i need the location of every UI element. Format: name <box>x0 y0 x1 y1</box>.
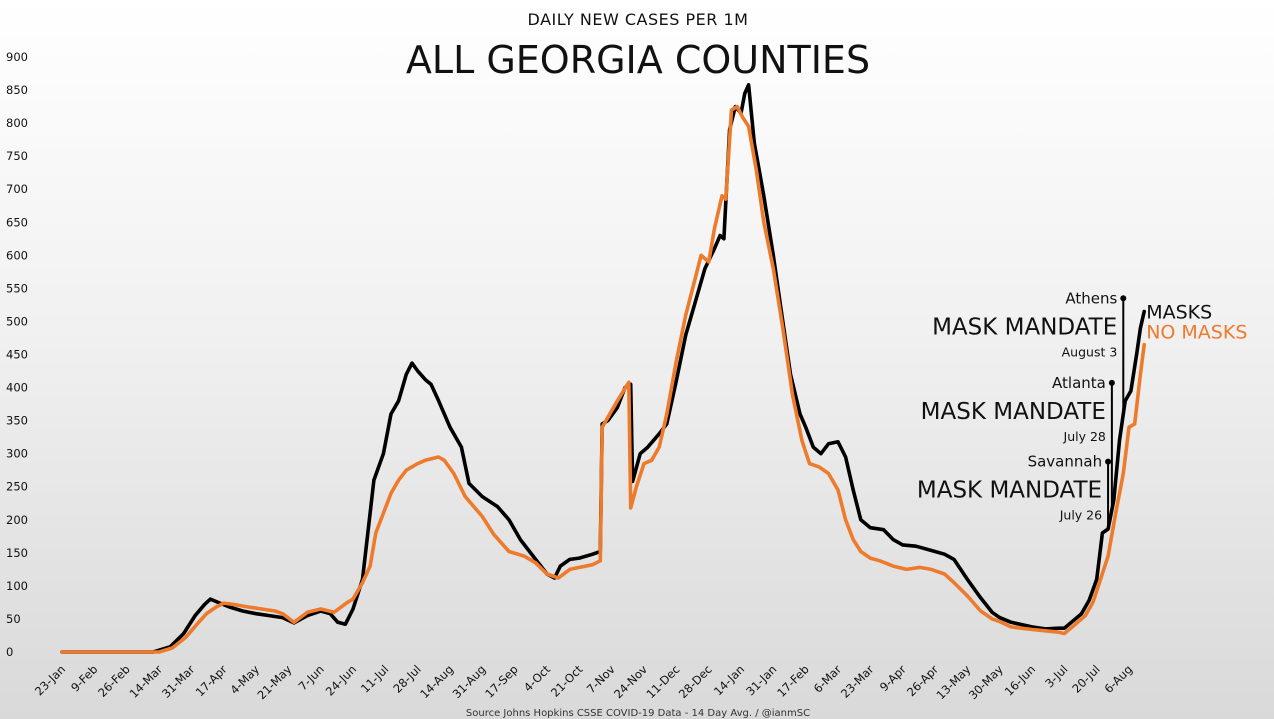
annotation-city-athens: Athens <box>1065 289 1117 307</box>
x-tick-label: 20-Jul <box>1069 662 1102 695</box>
x-tick-label: 17-Sep <box>482 662 521 701</box>
annotation-title-savannah: MASK MANDATE <box>917 478 1102 504</box>
y-tick-label: 450 <box>6 348 28 362</box>
x-tick-label: 3-Jul <box>1042 662 1070 690</box>
chart-subtitle: DAILY NEW CASES PER 1M <box>528 10 749 29</box>
y-tick-label: 0 <box>6 645 13 659</box>
x-tick-label: 11-Jul <box>358 662 391 695</box>
legend-label-masks: MASKS <box>1146 302 1212 324</box>
annotation-date-atlanta: July 28 <box>1063 429 1106 444</box>
y-tick-label: 600 <box>6 248 28 262</box>
x-tick-label: 11-Dec <box>644 662 683 701</box>
x-tick-label: 21-May <box>254 662 294 702</box>
y-tick-label: 500 <box>6 314 28 328</box>
x-tick-label: 28-Dec <box>676 662 715 701</box>
y-tick-label: 550 <box>6 281 28 295</box>
y-tick-label: 900 <box>6 50 28 64</box>
x-tick-label: 31-Mar <box>159 662 198 701</box>
x-tick-label: 24-Jun <box>323 662 359 698</box>
y-tick-label: 50 <box>6 612 21 626</box>
y-tick-label: 200 <box>6 513 28 527</box>
y-tick-label: 750 <box>6 149 28 163</box>
y-tick-label: 300 <box>6 447 28 461</box>
x-tick-label: 26-Feb <box>95 662 133 700</box>
annotation-title-atlanta: MASK MANDATE <box>921 399 1106 425</box>
series-line-masks <box>60 83 1146 654</box>
x-tick-label: 24-Nov <box>611 662 650 701</box>
y-tick-label: 400 <box>6 381 28 395</box>
x-tick-label: 17-Apr <box>193 662 230 699</box>
x-tick-label: 16-Jun <box>1002 662 1038 698</box>
x-tick-label: 31-Aug <box>450 662 489 701</box>
x-tick-label: 14-Mar <box>127 662 166 701</box>
y-tick-label: 250 <box>6 480 28 494</box>
annotation-city-savannah: Savannah <box>1028 453 1103 471</box>
chart-title: ALL GEORGIA COUNTIES <box>406 38 870 82</box>
y-tick-label: 100 <box>6 579 28 593</box>
legend-label-no-masks: NO MASKS <box>1146 322 1247 344</box>
x-tick-label: 14-Aug <box>417 662 456 701</box>
y-tick-label: 800 <box>6 116 28 130</box>
x-tick-label: 14-Jan <box>711 662 747 698</box>
annotation-marker-athens <box>1120 295 1127 302</box>
y-axis: 0 50 100 150 200 250 300 350 400 450 500 550 600 650 7… <box>6 50 28 659</box>
y-tick-label: 700 <box>6 182 28 196</box>
x-axis: 23-Jan 9-Feb26-Feb14-Mar31-Mar17-Apr4-May… <box>32 662 1135 702</box>
x-tick-label: 21-Oct <box>548 662 586 700</box>
x-tick-label: 13-May <box>933 662 973 702</box>
annotation-marker-atlanta <box>1108 379 1115 386</box>
y-tick-label: 350 <box>6 414 28 428</box>
y-tick-label: 650 <box>6 215 28 229</box>
x-tick-label: 30-May <box>966 662 1006 702</box>
series-line-no-masks <box>60 104 1146 654</box>
annotation-date-savannah: July 26 <box>1059 508 1102 523</box>
x-tick-label: 17-Feb <box>774 662 812 700</box>
annotation-marker-savannah <box>1105 458 1112 465</box>
y-tick-label: 150 <box>6 546 28 560</box>
annotation-title-athens: MASK MANDATE <box>932 314 1117 340</box>
chart-source: Source Johns Hopkins CSSE COVID-19 Data … <box>466 708 810 719</box>
x-tick-label: 31-Jan <box>743 662 779 698</box>
y-tick-label: 850 <box>6 83 28 97</box>
mask-mandate-annotations: Athens MASK MANDATE August 3 Atlanta MASK MA… <box>917 289 1127 530</box>
x-tick-label: 23-Mar <box>838 662 877 701</box>
plot-area <box>60 83 1146 654</box>
x-tick-label: 23-Jan <box>32 662 68 698</box>
x-tick-label: 6-Aug <box>1101 662 1135 696</box>
annotation-date-athens: August 3 <box>1062 344 1118 359</box>
annotation-city-atlanta: Atlanta <box>1052 374 1106 392</box>
